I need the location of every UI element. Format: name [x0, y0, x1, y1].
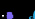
Text: Naf: Naf	[31, 0, 35, 18]
FancyBboxPatch shape	[2, 15, 4, 17]
Text: Nnef: Nnef	[5, 0, 35, 18]
FancyBboxPatch shape	[6, 10, 10, 12]
FancyBboxPatch shape	[8, 16, 11, 17]
FancyBboxPatch shape	[29, 2, 33, 4]
Text: AF: AF	[4, 0, 35, 19]
FancyBboxPatch shape	[14, 10, 18, 12]
Text: Npcf: Npcf	[16, 0, 35, 18]
FancyBboxPatch shape	[23, 15, 28, 17]
FancyBboxPatch shape	[14, 2, 18, 4]
Text: Nnrf: Nnrf	[10, 0, 35, 18]
Text: Nudm: Nudm	[24, 0, 35, 18]
FancyBboxPatch shape	[21, 2, 25, 4]
FancyBboxPatch shape	[3, 2, 7, 4]
Text: Namf: Namf	[16, 0, 35, 19]
Text: N4: N4	[19, 0, 35, 19]
Text: Mobile: Mobile	[0, 17, 35, 19]
Text: Cavli Inc: Cavli Inc	[32, 8, 35, 19]
FancyBboxPatch shape	[2, 15, 4, 16]
Text: gNB: gNB	[0, 17, 35, 19]
Text: N3: N3	[13, 3, 35, 19]
Text: Nausf: Nausf	[8, 0, 35, 19]
FancyBboxPatch shape	[8, 2, 12, 4]
FancyBboxPatch shape	[16, 15, 21, 17]
Text: N2: N2	[13, 0, 35, 19]
Text: Nsmf: Nsmf	[24, 0, 35, 19]
FancyBboxPatch shape	[21, 10, 25, 12]
Text: N8: N8	[22, 3, 35, 19]
